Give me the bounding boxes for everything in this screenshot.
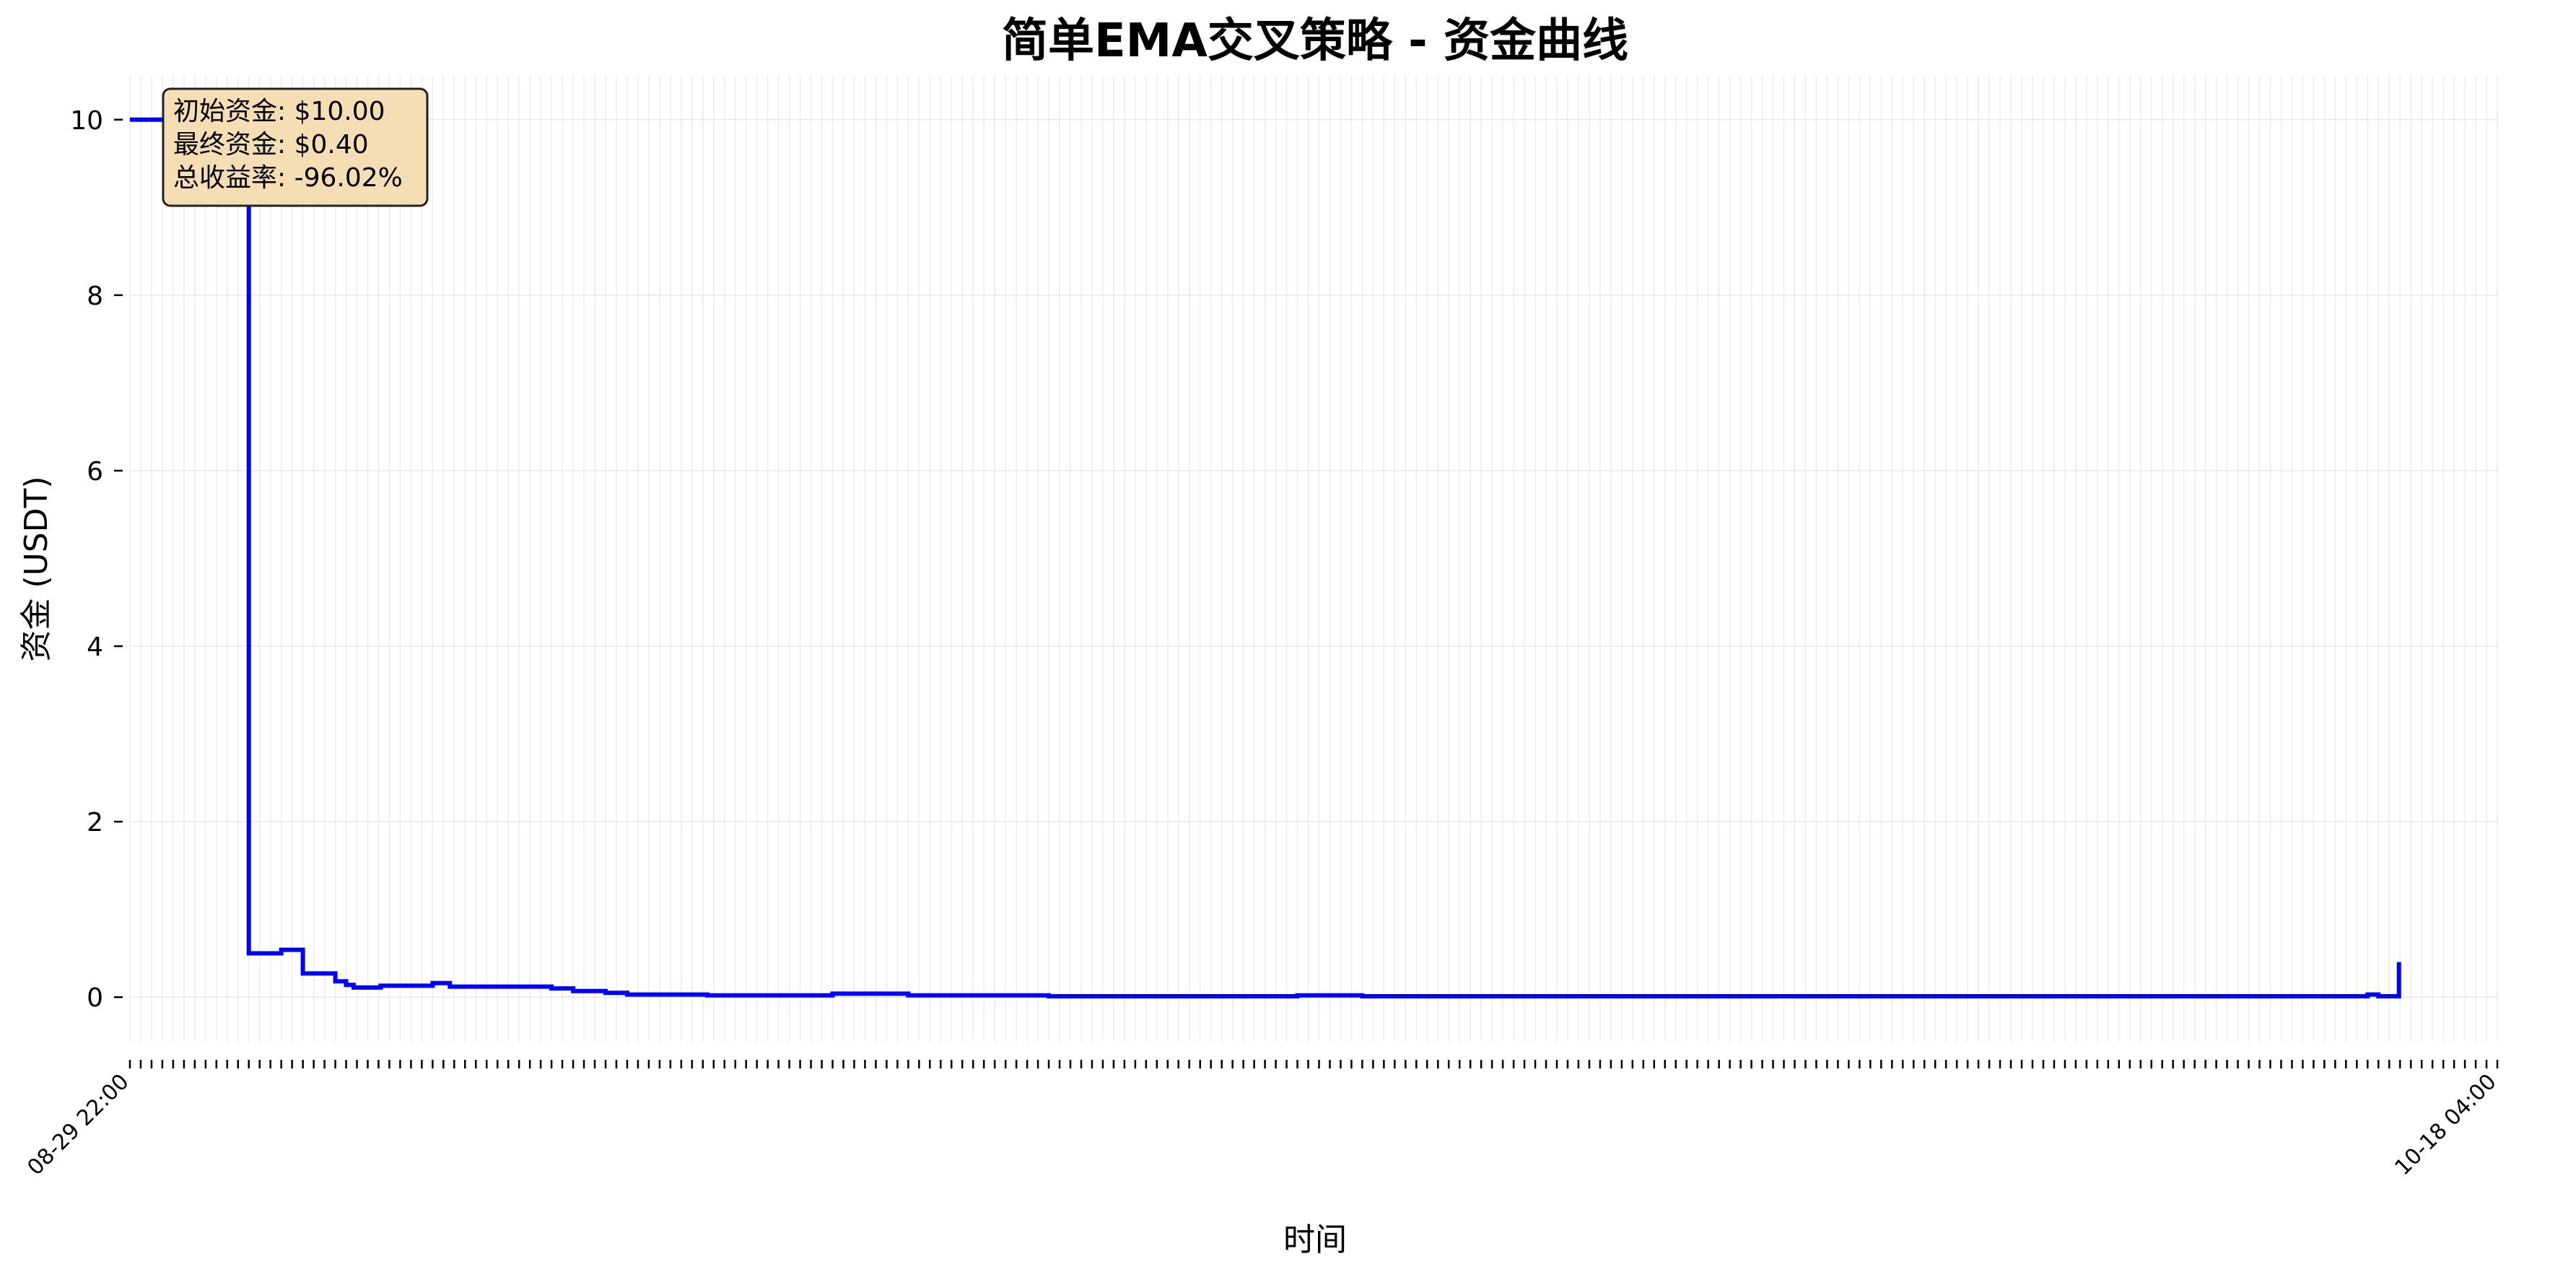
stats-initial-capital: 初始资金: $10.00 <box>173 97 385 126</box>
y-axis: 0 2 4 6 8 10 <box>70 106 123 1013</box>
chart-title: 简单EMA交叉策略 - 资金曲线 <box>1002 14 1628 68</box>
y-tick-label: 4 <box>87 632 103 662</box>
x-axis: 08-29 22:00 10-18 04:00 <box>22 1060 2502 1180</box>
y-tick-label: 0 <box>87 983 103 1013</box>
series-layer <box>130 117 2401 998</box>
x-tick-label: 10-18 04:00 <box>2390 1069 2501 1180</box>
grid <box>129 76 2498 1041</box>
y-tick-label: 6 <box>87 457 103 487</box>
x-tick-label: 08-29 22:00 <box>22 1069 134 1180</box>
equity-curve-line <box>130 117 2401 998</box>
stats-box-background <box>162 87 429 207</box>
y-axis-label: 资金 (USDT) <box>18 476 55 661</box>
y-tick-label: 2 <box>87 808 103 837</box>
y-tick-label: 10 <box>70 106 103 136</box>
stats-total-return: 总收益率: -96.02% <box>173 163 403 193</box>
stats-final-capital: 最终资金: $0.40 <box>173 130 369 160</box>
stats-box: 初始资金: $10.00 最终资金: $0.40 总收益率: -96.02% <box>162 87 429 207</box>
y-tick-label: 8 <box>87 282 103 311</box>
x-axis-label: 时间 <box>1283 1222 1347 1258</box>
